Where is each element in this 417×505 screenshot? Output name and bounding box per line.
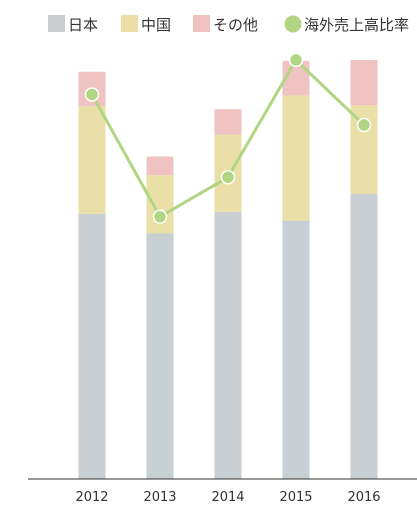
ratio-point-2012 [84,87,100,102]
bar-2016-series-2 [350,59,378,106]
bar-2015-series-0 [282,220,310,479]
bar-2012-series-1 [78,106,106,214]
legend-label-1: 中国 [141,16,171,34]
chart-legend: 日本 中国 その他 海外売上高比率 [48,15,409,34]
legend-swatch-2 [193,15,210,32]
x-tick-label-2014: 2014 [211,490,244,505]
ratio-point-2013 [152,209,168,224]
ratio-line-group [84,52,372,224]
x-tick-label-2015: 2015 [279,490,312,505]
legend-swatch-0 [48,15,65,32]
legend-swatch-3 [284,15,302,33]
bar-2016-series-0 [350,194,378,479]
ratio-point-2016 [356,117,372,133]
bar-2015-series-1 [282,95,310,221]
bar-2012-series-0 [78,213,106,480]
bar-2014-series-2 [214,109,242,135]
legend-swatch-1 [121,15,138,32]
x-axis-ticks: 2012 2013 2014 2015 2016 [75,490,380,505]
bar-2014-series-0 [214,211,242,479]
legend-label-0: 日本 [68,16,98,34]
x-tick-label-2016: 2016 [347,490,380,505]
x-tick-label-2012: 2012 [75,490,108,505]
ratio-point-2014 [220,170,236,185]
bar-2013-series-2 [146,156,174,176]
x-tick-label-2013: 2013 [143,490,176,505]
legend-label-3: 海外売上高比率 [304,16,409,34]
bar-2013-series-0 [146,233,174,479]
ratio-point-2015 [288,52,304,68]
legend-label-2: その他 [213,16,258,34]
bar-2013-series-1 [146,175,174,234]
bars-group [78,59,378,480]
